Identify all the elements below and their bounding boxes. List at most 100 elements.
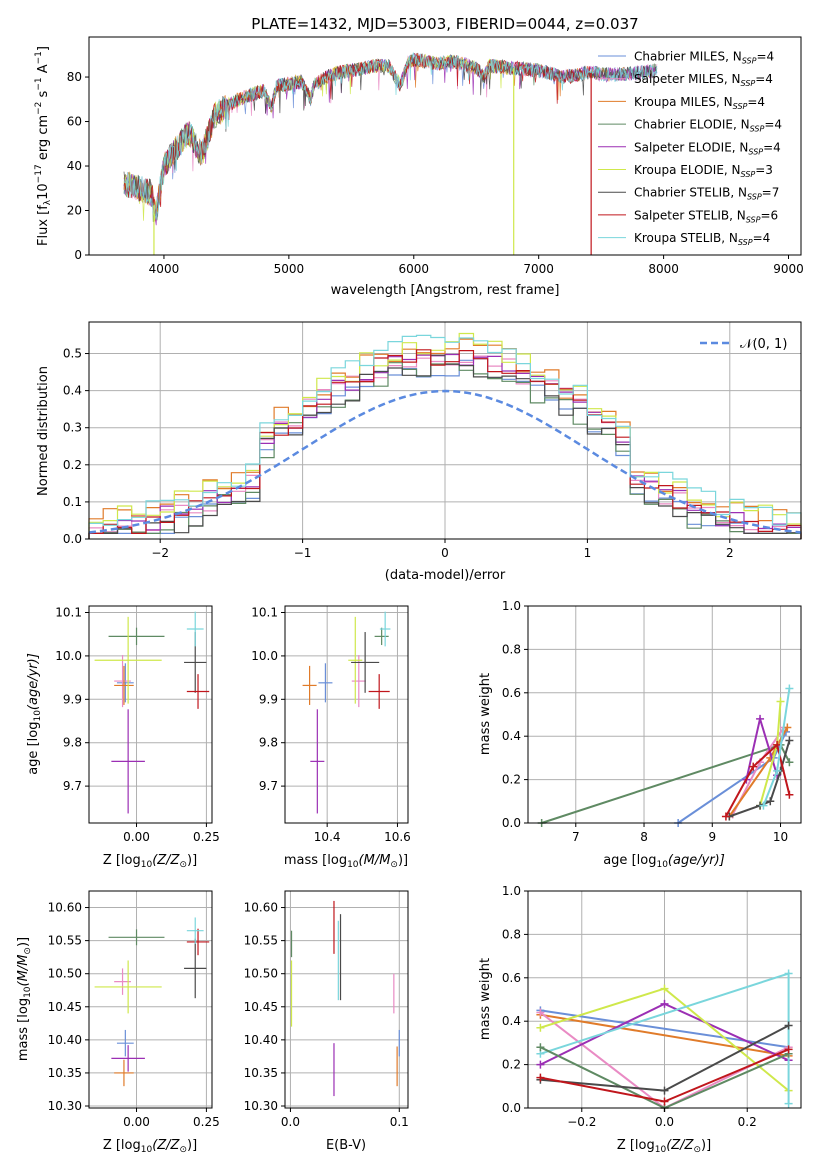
weight-marker-chabrier-elodie: [536, 1043, 545, 1052]
residuals-ticks: −2 −1 0 1 2 0.0 0.1 0.2 0.3 0.4 0.5: [63, 347, 734, 560]
spectrum-plot-area: [123, 52, 658, 255]
z-mass-axes-frame: [88, 890, 213, 1109]
weight-marker-salpeter-elodie: [536, 1060, 545, 1069]
weight-marker-kroupa-miles: [783, 723, 792, 732]
y-tick-label: 0.4: [63, 384, 82, 398]
x-tick-label: −0.2: [567, 1115, 596, 1129]
mass-age-plot-area: [302, 611, 391, 814]
spectrum-line-kroupa-miles: [123, 54, 652, 222]
residuals-panel: −2 −1 0 1 2 0.0 0.1 0.2 0.3 0.4 0.5 (data-model)/e…: [36, 321, 802, 583]
x-tick-label: 0.25: [193, 830, 220, 844]
x-tick-label: 1: [584, 546, 592, 560]
weight-marker-salpeter-stelib: [721, 812, 730, 821]
x-tick-label: 4000: [149, 262, 180, 276]
y-tick-label: 0.1: [63, 495, 82, 509]
spectrum-line-kroupa-stelib: [123, 52, 658, 220]
ebv-mass-axes-frame: [284, 890, 409, 1109]
age-weights-xlabel: age [log10(age/yr)]: [603, 853, 725, 870]
x-tick-label: 0.0: [281, 1115, 300, 1129]
z-age-panel: 0.00 0.25 9.7 9.8 9.9 10.0 10.1 Z [log10(Z/Z⊙)…: [26, 605, 220, 870]
histogram-chabrier-stelib: [88, 354, 802, 539]
z-weights-panel: −0.2 0.0 0.2 0.0 0.2 0.4 0.6 0.8 1.0 Z [log10(Z/…: [478, 884, 802, 1155]
z-age-ticks: 0.00 0.25 9.7 9.8 9.9 10.0 10.1: [55, 606, 219, 844]
y-tick-label: 9.9: [259, 692, 278, 706]
y-tick-label: 9.8: [259, 736, 278, 750]
y-tick-label: 0.0: [63, 532, 82, 546]
y-tick-label: 10.55: [244, 934, 278, 948]
x-tick-label: 0.1: [390, 1115, 409, 1129]
y-tick-label: 9.9: [63, 692, 82, 706]
y-tick-label: 0.0: [502, 1101, 521, 1115]
y-tick-label: 9.8: [63, 736, 82, 750]
residuals-legend: 𝒩(0, 1): [700, 337, 787, 352]
normal-curve: [88, 389, 802, 534]
weight-line-salpeter-stelib: [725, 743, 791, 817]
x-tick-label: 0.2: [738, 1115, 757, 1129]
weight-marker-kroupa-stelib: [784, 1099, 793, 1108]
y-tick-label: 1.0: [502, 884, 521, 898]
z-mass-plot-area: [94, 917, 210, 1087]
mass-age-ticks: 10.4 10.6 9.7 9.8 9.9 10.0 10.1: [251, 606, 411, 844]
y-tick-label: 0.6: [502, 686, 521, 700]
weight-marker-kroupa-stelib: [773, 766, 782, 775]
spectrum-axes-frame: [88, 36, 802, 256]
mass-age-xlabel: mass [log10(M/M⊙)]: [284, 853, 408, 870]
z-mass-ticks: 0.00 0.25 10.30 10.35 10.40 10.45 10.50 10.55 10…: [48, 901, 220, 1129]
y-tick-label: 0.3: [63, 421, 82, 435]
weight-line-kroupa-miles: [540, 1013, 789, 1057]
y-tick-label: 10.45: [48, 1000, 82, 1014]
residuals-plot-area: [88, 332, 802, 539]
y-tick-label: 10.60: [48, 901, 82, 915]
age-weights-ylabel: mass weight: [478, 673, 493, 755]
x-tick-label: 0.00: [123, 1115, 150, 1129]
age-weights-panel: 7 8 9 10 0.0 0.2 0.4 0.6 0.8 1.0 age [log10(age/y…: [478, 599, 802, 870]
y-tick-label: 0.4: [502, 729, 521, 743]
x-tick-label: 0.00: [123, 830, 150, 844]
weight-line-kroupa-miles: [728, 727, 789, 818]
z-weights-xlabel: Z [log10(Z/Z⊙)]: [617, 1138, 711, 1155]
y-tick-label: 10.45: [244, 1000, 278, 1014]
y-tick-label: 10.1: [251, 606, 278, 620]
z-weights-ylabel: mass weight: [478, 958, 493, 1040]
weight-marker-salpeter-stelib: [785, 790, 794, 799]
weight-marker-salpeter-stelib: [749, 762, 758, 771]
y-tick-label: 0: [74, 248, 82, 262]
spectrum-legend: Chabrier MILES, NSSP=4 Salpeter MILES, NS…: [598, 50, 782, 247]
y-tick-label: 10.60: [244, 901, 278, 915]
mass-age-grid: [285, 606, 408, 823]
y-tick-label: 20: [67, 204, 82, 218]
weight-marker-kroupa-elodie: [536, 1023, 545, 1032]
ebv-mass-xlabel: E(B-V): [326, 1138, 366, 1153]
legend-label-chabrier-stelib: Chabrier STELIB, NSSP=7: [634, 186, 779, 202]
x-tick-label: 10.4: [314, 830, 341, 844]
y-tick-label: 0.4: [502, 1014, 521, 1028]
y-tick-label: 10.0: [251, 649, 278, 663]
y-tick-label: 80: [67, 70, 82, 84]
weight-marker-chabrier-stelib: [660, 1086, 669, 1095]
weight-marker-kroupa-elodie: [776, 697, 785, 706]
legend-label-chabrier-miles: Chabrier MILES, NSSP=4: [634, 50, 774, 66]
y-tick-label: 0.5: [63, 347, 82, 361]
legend-label-kroupa-elodie: Kroupa ELODIE, NSSP=3: [634, 163, 773, 179]
z-mass-panel: 0.00 0.25 10.30 10.35 10.40 10.45 10.50 10.55 10…: [16, 890, 220, 1155]
y-tick-label: 0.2: [502, 1058, 521, 1072]
x-tick-label: 0.25: [193, 1115, 220, 1129]
weight-marker-salpeter-miles: [536, 1008, 545, 1017]
age-weights-grid: [528, 605, 801, 824]
y-tick-label: 0.2: [63, 458, 82, 472]
legend-label-salpeter-stelib: Salpeter STELIB, NSSP=6: [634, 208, 778, 224]
x-tick-label: −2: [151, 546, 169, 560]
x-tick-label: 0: [441, 546, 449, 560]
x-tick-label: 9000: [773, 262, 804, 276]
weight-marker-chabrier-elodie: [785, 758, 794, 767]
x-tick-label: 10.6: [384, 830, 411, 844]
legend-label-salpeter-miles: Salpeter MILES, NSSP=4: [634, 72, 773, 88]
x-tick-label: 8000: [648, 262, 679, 276]
weight-marker-chabrier-stelib: [766, 797, 775, 806]
spectrum-xlabel: wavelength [Angstrom, rest frame]: [331, 283, 560, 298]
z-weights-ticks: −0.2 0.0 0.2 0.0 0.2 0.4 0.6 0.8 1.0: [502, 884, 757, 1129]
y-tick-label: 0.2: [502, 773, 521, 787]
x-tick-label: 2: [726, 546, 734, 560]
y-tick-label: 10.30: [48, 1099, 82, 1113]
